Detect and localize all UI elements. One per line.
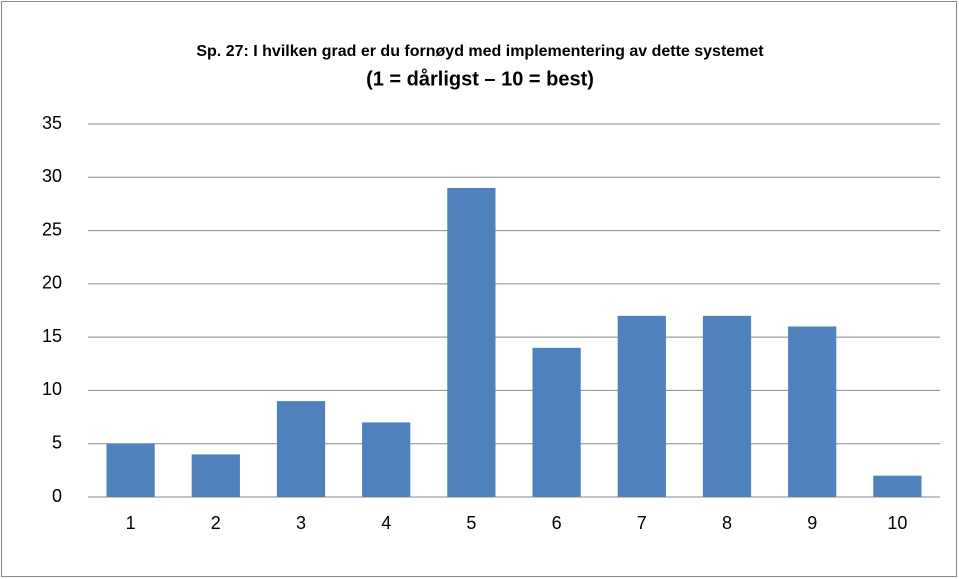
x-tick-label: 9 — [807, 513, 817, 533]
y-tick-label: 35 — [42, 113, 62, 133]
x-tick-label: 6 — [552, 513, 562, 533]
x-tick-label: 10 — [887, 513, 907, 533]
bar — [106, 443, 155, 497]
x-tick-label: 8 — [722, 513, 732, 533]
bar — [276, 401, 326, 497]
x-tick-label: 4 — [381, 513, 391, 533]
y-tick-label: 15 — [42, 326, 62, 346]
x-tick-label: 1 — [126, 513, 136, 533]
bar — [617, 315, 666, 497]
y-tick-label: 25 — [42, 219, 62, 239]
bar — [362, 422, 411, 497]
x-tick-label: 3 — [296, 513, 306, 533]
bar — [532, 347, 581, 497]
x-tick-label: 5 — [466, 513, 476, 533]
bar — [788, 326, 837, 497]
chart-title: Sp. 27: I hvilken grad er du fornøyd med… — [196, 43, 764, 60]
x-tick-label: 2 — [211, 513, 221, 533]
chart-subtitle: (1 = dårligst – 10 = best) — [366, 67, 594, 90]
y-tick-label: 0 — [52, 486, 62, 506]
y-tick-label: 10 — [42, 379, 62, 399]
bar — [447, 187, 496, 497]
y-tick-label: 30 — [42, 166, 62, 186]
x-tick-label: 7 — [637, 513, 647, 533]
bar — [702, 315, 752, 497]
bar — [873, 475, 922, 497]
y-tick-label: 20 — [42, 273, 62, 293]
y-tick-label: 5 — [52, 432, 62, 452]
bar — [191, 454, 240, 497]
